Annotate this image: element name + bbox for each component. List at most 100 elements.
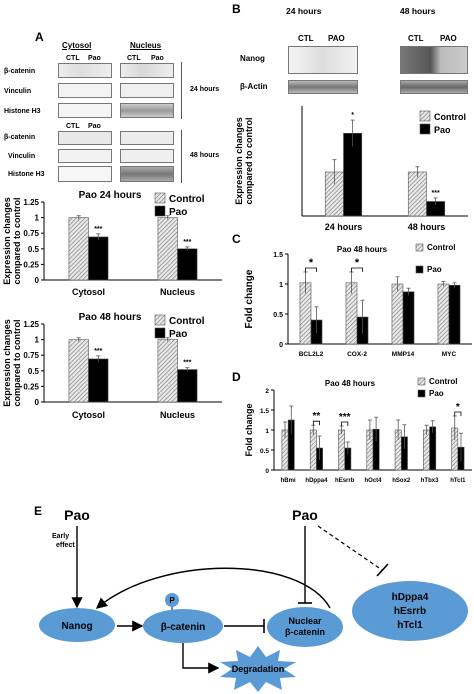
diagram-e: Pao Pao Early effect Nanog P β-catenin Nu… xyxy=(39,507,468,692)
bar-control xyxy=(407,171,427,217)
time-24h: 24 hours xyxy=(190,86,220,93)
significance-mark: *** xyxy=(183,360,191,367)
target-label: hDppa4 xyxy=(392,592,429,603)
chart-c: Pao 48 hours Fold change 0 0.5 1 1.5 BCL2L2 COX… xyxy=(244,243,472,358)
legend-label-pao: Pao xyxy=(169,207,187,218)
x-tick-label: COX-2 xyxy=(347,351,367,358)
lane-pao: Pao xyxy=(88,55,101,62)
legend-label-control: Control xyxy=(169,194,205,205)
row-label: Vinculin xyxy=(4,88,32,95)
legend-swatch-pao xyxy=(154,205,166,217)
bar-pao xyxy=(429,426,437,471)
arrow-bcat-to-degradation xyxy=(182,643,220,674)
b-row-nanog: Nanog xyxy=(240,54,265,63)
significance-mark: *** xyxy=(432,190,440,197)
early-effect-label: Early effect xyxy=(52,533,75,549)
legend-swatch-pao xyxy=(419,123,431,135)
legend-label-pao: Pao xyxy=(429,389,444,398)
x-tick-label: Nucleus xyxy=(160,287,195,297)
chart-a1: Pao 24 hours Expression changes compared t… xyxy=(2,190,222,297)
b-time-48: 48 hours xyxy=(400,6,436,16)
x-tick-label: hSox2 xyxy=(392,478,411,484)
blot-cyto-h3-48 xyxy=(58,166,112,182)
chart-title: Pao 48 hours xyxy=(79,312,142,323)
row-label: β-catenin xyxy=(4,68,36,75)
bar-control xyxy=(309,429,317,471)
y-tick-label: 0.25 xyxy=(23,382,39,391)
x-tick-label: Cytosol xyxy=(72,410,105,420)
significance-mark: *** xyxy=(94,348,102,355)
pao-right-label: Pao xyxy=(292,507,318,523)
y-axis-label: compared to control xyxy=(12,197,22,284)
y-tick-label: 1 xyxy=(279,282,283,289)
y-tick-label: 0 xyxy=(265,468,269,475)
chart-b: Expression changes compared to control 24 … xyxy=(234,106,468,232)
y-tick-label: 1 xyxy=(35,214,40,223)
significance-mark: *** xyxy=(183,239,191,246)
b-lane-pao: PAO xyxy=(328,34,345,43)
significance-mark: * xyxy=(309,257,314,269)
chart-d: Pao 48 hours Fold change 0 0.5 1 1.5 2 hBmi hDpp… xyxy=(244,377,472,484)
nanog-node xyxy=(39,608,115,642)
panel-label-a: A xyxy=(35,30,44,44)
blot-nuc-bcat-24 xyxy=(120,63,174,78)
lane-ctl: CTL xyxy=(127,55,141,62)
y-tick-label: 1 xyxy=(265,428,269,435)
significance-bracket xyxy=(351,267,363,272)
blot-b-nanog-24 xyxy=(288,46,358,74)
y-axis-label: Expression changes xyxy=(234,117,244,205)
degradation-label: Degradation xyxy=(232,664,285,674)
blot-cyto-h3-24 xyxy=(58,103,112,118)
legend-label-control: Control xyxy=(427,243,455,252)
y-tick-label: 0 xyxy=(279,342,283,349)
panel-label-d: D xyxy=(232,370,241,384)
y-axis-label: compared to control xyxy=(12,319,22,406)
legend-swatch-control xyxy=(419,110,431,122)
significance-mark: *** xyxy=(94,226,102,233)
y-axis-label: Expression changes xyxy=(2,197,12,285)
y-tick-label: 0.75 xyxy=(23,351,39,360)
inhibit-bar xyxy=(376,563,389,577)
bar-pao xyxy=(177,248,198,281)
legend-swatch-pao xyxy=(154,327,166,339)
b-time-24: 24 hours xyxy=(286,6,322,16)
row-label: Histone H3 xyxy=(4,108,41,115)
bracket-24h xyxy=(181,62,188,119)
x-tick-label: MMP14 xyxy=(392,351,415,358)
blot-nuc-h3-24 xyxy=(120,103,174,118)
panel-label-e: E xyxy=(34,504,43,518)
panel-label-b: B xyxy=(232,2,241,16)
blot-cyto-vinc-24 xyxy=(58,83,112,98)
legend-swatch-control xyxy=(415,243,424,252)
arrow-nuclear-to-nanog xyxy=(95,567,331,609)
bar-pao xyxy=(448,284,461,345)
legend-swatch-control xyxy=(417,377,426,386)
bcatenin-label: β-catenin xyxy=(161,622,205,633)
y-axis-label: Fold change xyxy=(244,403,254,456)
legend-label-pao: Pao xyxy=(169,329,187,340)
legend-label-pao: Pao xyxy=(427,265,442,274)
x-tick-label: hEsrrb xyxy=(335,478,355,484)
significance-bracket xyxy=(312,420,320,426)
bar-control xyxy=(391,283,404,345)
x-tick-label: hBmi xyxy=(281,478,296,484)
bar-control xyxy=(437,283,450,345)
chart-title: Pao 48 hours xyxy=(337,245,388,254)
legend-swatch-pao xyxy=(417,389,426,398)
significance-mark: * xyxy=(355,257,360,269)
y-tick-label: 1.25 xyxy=(23,198,39,207)
b-lane-ctl: CTL xyxy=(298,34,314,43)
y-tick-label: 0.5 xyxy=(28,367,40,376)
y-axis-label: compared to control xyxy=(244,117,254,204)
y-axis-label: Expression changes xyxy=(2,319,12,407)
phospho-label: P xyxy=(169,596,175,605)
y-tick-label: 0 xyxy=(35,276,40,285)
y-tick-label: 0 xyxy=(35,398,40,407)
legend-swatch-pao xyxy=(415,265,424,274)
bar-control xyxy=(338,429,346,471)
target-label: hEsrrb xyxy=(394,606,426,617)
y-tick-label: 1 xyxy=(35,336,40,345)
significance-mark: * xyxy=(351,112,354,119)
legend-label-pao: Pao xyxy=(434,125,451,135)
panel-label-c: C xyxy=(232,232,241,246)
